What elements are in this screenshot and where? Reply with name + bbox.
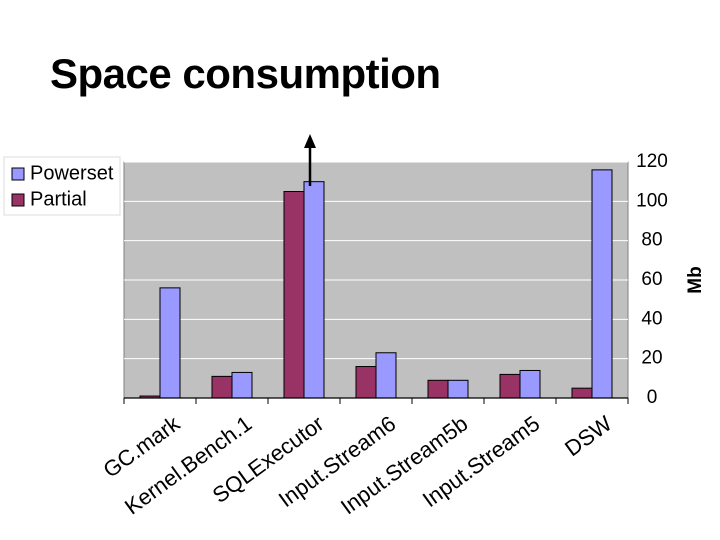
y-tick-label: 100 <box>636 190 668 211</box>
overflow-arrow <box>304 134 316 186</box>
bar-partial <box>427 379 449 399</box>
legend: Powerset Partial <box>3 156 121 216</box>
x-category-label: Kernel.Bench.1 <box>120 411 256 520</box>
y-axis-tick-labels: 0 20 40 60 80 100 120 <box>636 151 668 408</box>
slide-title: Space consumption <box>50 50 441 97</box>
bar-powerset <box>231 371 253 399</box>
x-axis-category-labels: GC.markKernel.Bench.1SQLExecutorInput.St… <box>98 410 616 519</box>
overflow-arrow-head <box>304 134 316 148</box>
legend-label: Partial <box>30 188 87 210</box>
bar-partial <box>211 375 233 399</box>
gridlines <box>124 161 628 360</box>
legend-swatch <box>11 167 25 181</box>
bar-partial <box>355 366 377 399</box>
bars <box>139 169 613 399</box>
bar-powerset <box>159 287 181 399</box>
x-axis-ticks <box>123 398 629 404</box>
bar-powerset <box>375 352 397 399</box>
y-tick-label: 80 <box>641 230 662 251</box>
bar-powerset <box>591 169 613 399</box>
y-tick-label: 20 <box>641 348 662 369</box>
y-tick-label: 60 <box>641 269 662 290</box>
bar-partial <box>283 191 305 399</box>
legend-swatch <box>11 193 25 207</box>
bar-partial <box>499 373 521 399</box>
bar-partial <box>571 387 593 399</box>
bar-powerset <box>303 181 325 399</box>
legend-items: Powerset Partial <box>11 162 114 210</box>
x-category-label: Input.Stream5b <box>336 411 472 520</box>
y-tick-label: 0 <box>647 387 658 408</box>
legend-label: Powerset <box>30 162 114 184</box>
bar-powerset <box>447 379 469 399</box>
y-tick-label: 40 <box>641 308 662 329</box>
y-tick-label: 120 <box>636 151 668 172</box>
x-category-label: DSW <box>560 411 616 462</box>
y-axis-title: Mb <box>685 266 706 293</box>
bar-powerset <box>519 369 541 399</box>
